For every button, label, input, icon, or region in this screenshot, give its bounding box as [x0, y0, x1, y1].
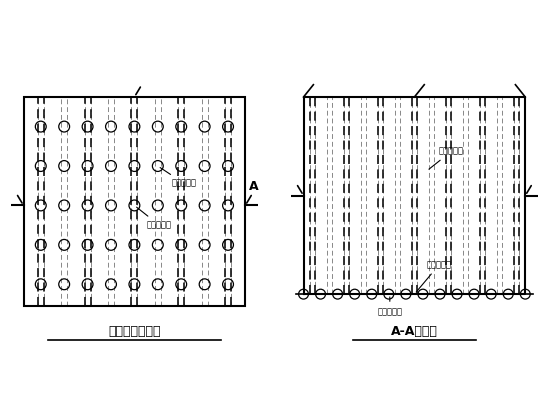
Text: A: A	[249, 181, 259, 194]
Text: 水平建基面: 水平建基面	[377, 297, 403, 316]
Text: A-A剖面图: A-A剖面图	[391, 325, 438, 338]
Text: 垂直爆破孔: 垂直爆破孔	[137, 207, 172, 230]
Text: 平面布孔示意图: 平面布孔示意图	[108, 325, 161, 338]
Text: 水平预裂孔: 水平预裂孔	[416, 260, 452, 292]
Bar	[24, 97, 245, 307]
Text: 垂直爆破孔: 垂直爆破孔	[429, 147, 464, 169]
Text: 水平预裂孔: 水平预裂孔	[160, 168, 197, 188]
